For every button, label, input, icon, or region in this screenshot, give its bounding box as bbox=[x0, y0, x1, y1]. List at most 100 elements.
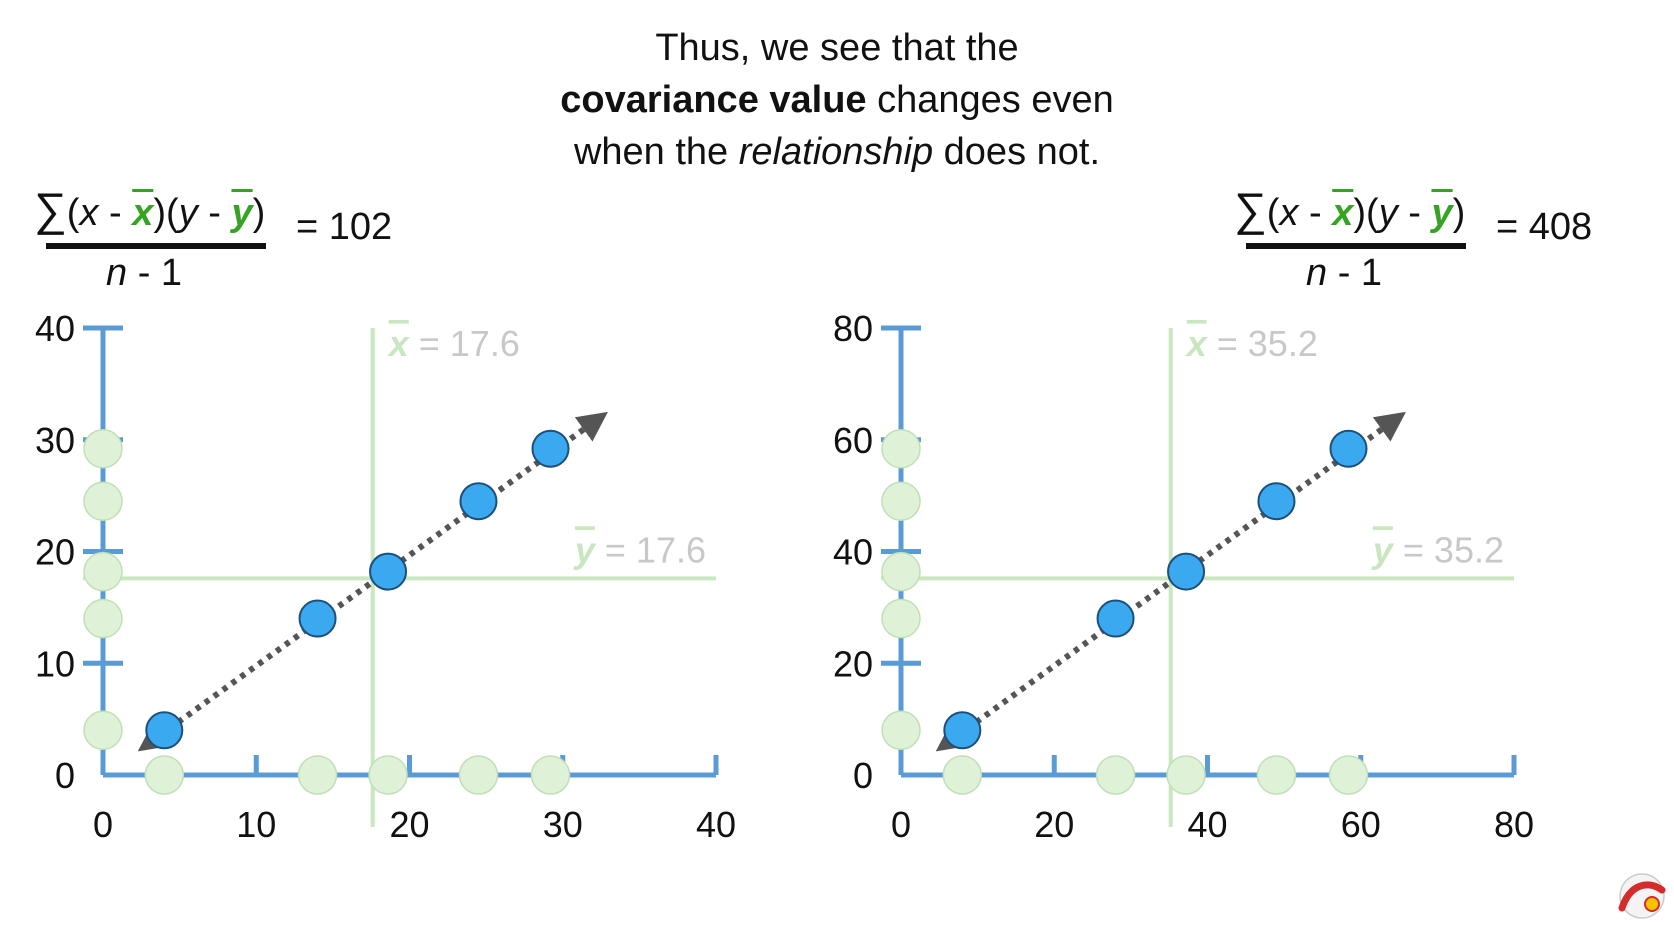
y-projection-point bbox=[881, 710, 921, 751]
data-point bbox=[459, 482, 498, 521]
statquest-logo bbox=[1618, 873, 1666, 919]
mean-y-symbol: y bbox=[573, 529, 597, 570]
y-projection-point bbox=[83, 710, 123, 751]
data-point bbox=[943, 711, 982, 750]
x-projection-point bbox=[1166, 755, 1206, 795]
covariance-formula-left: ∑(x - x)(y - y) n - 1 = 102 bbox=[34, 182, 454, 302]
x-tick-label: 40 bbox=[1187, 804, 1227, 845]
mean-y-value: = 17.6 bbox=[595, 529, 706, 570]
x-tick-label: 0 bbox=[93, 804, 113, 845]
y-tick-label: 40 bbox=[833, 532, 873, 573]
x-tick-label: 0 bbox=[891, 804, 911, 845]
headline-line-2-rest: changes even bbox=[866, 79, 1114, 121]
x-projection-point bbox=[368, 755, 408, 795]
mean-x-value: = 35.2 bbox=[1207, 323, 1318, 364]
headline-line-3: when the relationship does not. bbox=[0, 126, 1674, 178]
y-projection-point bbox=[881, 481, 921, 521]
data-point bbox=[1257, 482, 1296, 521]
data-point bbox=[298, 599, 337, 638]
formula-numerator: ∑(x - x)(y - y) bbox=[34, 182, 265, 236]
headline-line-1: Thus, we see that the bbox=[655, 27, 1019, 69]
x-projection-point bbox=[942, 755, 983, 795]
y-tick-label: 20 bbox=[35, 532, 75, 573]
data-point bbox=[1329, 429, 1368, 468]
formula-result: = 408 bbox=[1496, 206, 1593, 248]
paren: )( bbox=[153, 192, 179, 234]
mean-x-label: x = 35.2 bbox=[1185, 323, 1318, 364]
denominator-rest: - 1 bbox=[127, 252, 183, 294]
formula-result: = 102 bbox=[296, 206, 393, 248]
mean-x-label: x = 17.6 bbox=[387, 323, 520, 364]
minus: - bbox=[1298, 192, 1333, 234]
x-tick-label: 10 bbox=[236, 804, 276, 845]
minus: - bbox=[1397, 192, 1432, 234]
y-tick-label: 20 bbox=[833, 643, 873, 684]
minus: - bbox=[98, 192, 133, 234]
y-projection-point bbox=[83, 598, 123, 639]
mean-y-label: y = 17.6 bbox=[573, 529, 706, 570]
paren: ) bbox=[252, 192, 266, 234]
data-point bbox=[369, 552, 408, 591]
y-tick-label: 0 bbox=[853, 755, 873, 796]
data-point bbox=[1167, 552, 1206, 591]
y-projection-point bbox=[83, 481, 123, 521]
sigma-symbol: ∑ bbox=[34, 183, 67, 235]
var-x: x bbox=[1279, 192, 1299, 234]
x-tick-label: 20 bbox=[389, 804, 429, 845]
x-bar: x bbox=[132, 192, 154, 234]
var-y: y bbox=[178, 192, 198, 234]
headline: Thus, we see that the covariance value c… bbox=[0, 22, 1674, 178]
x-tick-label: 40 bbox=[696, 804, 736, 845]
mean-x-value: = 17.6 bbox=[409, 323, 520, 364]
x-bar: x bbox=[1332, 192, 1354, 234]
var-n: n bbox=[106, 252, 128, 294]
formula-denominator: n - 1 bbox=[106, 252, 182, 295]
x-projection-point bbox=[1256, 755, 1297, 795]
fraction-bar bbox=[46, 243, 266, 249]
x-tick-label: 30 bbox=[543, 804, 583, 845]
var-x: x bbox=[79, 192, 99, 234]
x-tick-label: 20 bbox=[1034, 804, 1074, 845]
y-projection-point bbox=[881, 551, 921, 592]
headline-italic-phrase: relationship bbox=[738, 131, 934, 173]
covariance-formula-right: ∑(x - x)(y - y) n - 1 = 408 bbox=[1234, 182, 1654, 302]
sigma-symbol: ∑ bbox=[1234, 183, 1267, 235]
mean-y-symbol: y bbox=[1371, 529, 1395, 570]
paren: ) bbox=[1452, 192, 1466, 234]
y-tick-label: 30 bbox=[35, 420, 75, 461]
x-projection-point bbox=[1328, 755, 1369, 795]
fraction-bar bbox=[1246, 243, 1466, 249]
y-tick-label: 80 bbox=[833, 308, 873, 349]
y-bar: y bbox=[1431, 192, 1453, 234]
var-y: y bbox=[1378, 192, 1398, 234]
y-projection-point bbox=[881, 598, 921, 639]
x-tick-label: 80 bbox=[1494, 804, 1534, 845]
y-projection-point bbox=[83, 551, 123, 592]
minus: - bbox=[197, 192, 232, 234]
data-point bbox=[1096, 599, 1135, 638]
formula-denominator: n - 1 bbox=[1306, 252, 1382, 295]
y-tick-label: 10 bbox=[35, 643, 75, 684]
headline-line-3-post: does not. bbox=[933, 131, 1101, 173]
y-projection-point bbox=[881, 428, 921, 469]
trend-line bbox=[935, 411, 1406, 752]
mean-y-value: = 35.2 bbox=[1393, 529, 1504, 570]
data-point bbox=[145, 711, 184, 750]
y-projection-point bbox=[83, 428, 123, 469]
paren: ( bbox=[1266, 192, 1280, 234]
paren: )( bbox=[1353, 192, 1379, 234]
x-tick-label: 60 bbox=[1341, 804, 1381, 845]
mean-y-label: y = 35.2 bbox=[1371, 529, 1504, 570]
x-projection-point bbox=[1095, 755, 1136, 795]
formula-numerator: ∑(x - x)(y - y) bbox=[1234, 182, 1465, 236]
x-projection-point bbox=[458, 755, 499, 795]
trend-line bbox=[137, 411, 608, 752]
headline-line-3-pre: when the bbox=[573, 131, 739, 173]
y-tick-label: 0 bbox=[55, 755, 75, 796]
paren: ( bbox=[66, 192, 80, 234]
denominator-rest: - 1 bbox=[1327, 252, 1383, 294]
mean-x-symbol: x bbox=[387, 323, 411, 364]
